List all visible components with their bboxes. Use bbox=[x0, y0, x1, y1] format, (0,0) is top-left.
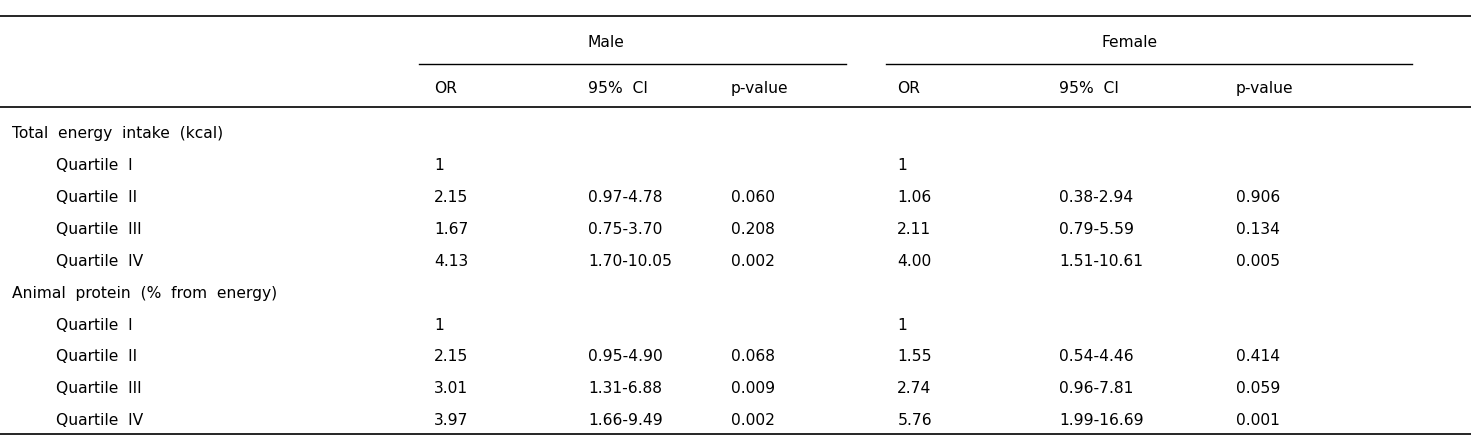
Text: 0.002: 0.002 bbox=[731, 413, 775, 428]
Text: 0.79-5.59: 0.79-5.59 bbox=[1059, 222, 1134, 237]
Text: 3.01: 3.01 bbox=[434, 381, 468, 396]
Text: 0.75-3.70: 0.75-3.70 bbox=[588, 222, 663, 237]
Text: 1.66-9.49: 1.66-9.49 bbox=[588, 413, 663, 428]
Text: OR: OR bbox=[434, 81, 457, 96]
Text: 2.74: 2.74 bbox=[897, 381, 931, 396]
Text: Quartile  II: Quartile II bbox=[56, 349, 137, 365]
Text: 0.97-4.78: 0.97-4.78 bbox=[588, 190, 663, 205]
Text: Quartile  I: Quartile I bbox=[56, 158, 132, 173]
Text: 0.414: 0.414 bbox=[1236, 349, 1280, 365]
Text: 3.97: 3.97 bbox=[434, 413, 468, 428]
Text: 0.002: 0.002 bbox=[731, 254, 775, 269]
Text: Male: Male bbox=[587, 35, 625, 50]
Text: 95%  CI: 95% CI bbox=[1059, 81, 1119, 96]
Text: 1.31-6.88: 1.31-6.88 bbox=[588, 381, 662, 396]
Text: Quartile  III: Quartile III bbox=[56, 222, 141, 237]
Text: 1.99-16.69: 1.99-16.69 bbox=[1059, 413, 1144, 428]
Text: Quartile  IV: Quartile IV bbox=[56, 254, 143, 269]
Text: 0.96-7.81: 0.96-7.81 bbox=[1059, 381, 1134, 396]
Text: 1.55: 1.55 bbox=[897, 349, 933, 365]
Text: 2.11: 2.11 bbox=[897, 222, 931, 237]
Text: p-value: p-value bbox=[731, 81, 788, 96]
Text: Quartile  III: Quartile III bbox=[56, 381, 141, 396]
Text: Total  energy  intake  (kcal): Total energy intake (kcal) bbox=[12, 126, 224, 141]
Text: p-value: p-value bbox=[1236, 81, 1293, 96]
Text: 1.67: 1.67 bbox=[434, 222, 468, 237]
Text: 0.001: 0.001 bbox=[1236, 413, 1280, 428]
Text: 0.54-4.46: 0.54-4.46 bbox=[1059, 349, 1134, 365]
Text: Quartile  I: Quartile I bbox=[56, 317, 132, 333]
Text: 0.208: 0.208 bbox=[731, 222, 775, 237]
Text: 0.060: 0.060 bbox=[731, 190, 775, 205]
Text: 0.38-2.94: 0.38-2.94 bbox=[1059, 190, 1133, 205]
Text: 1.06: 1.06 bbox=[897, 190, 931, 205]
Text: 0.134: 0.134 bbox=[1236, 222, 1280, 237]
Text: 0.95-4.90: 0.95-4.90 bbox=[588, 349, 663, 365]
Text: Female: Female bbox=[1102, 35, 1158, 50]
Text: Animal  protein  (%  from  energy): Animal protein (% from energy) bbox=[12, 285, 277, 301]
Text: 2.15: 2.15 bbox=[434, 349, 468, 365]
Text: 1: 1 bbox=[434, 158, 444, 173]
Text: 1: 1 bbox=[897, 317, 908, 333]
Text: 0.906: 0.906 bbox=[1236, 190, 1280, 205]
Text: 1.70-10.05: 1.70-10.05 bbox=[588, 254, 672, 269]
Text: OR: OR bbox=[897, 81, 921, 96]
Text: 2.15: 2.15 bbox=[434, 190, 468, 205]
Text: Quartile  IV: Quartile IV bbox=[56, 413, 143, 428]
Text: 1: 1 bbox=[897, 158, 908, 173]
Text: 1.51-10.61: 1.51-10.61 bbox=[1059, 254, 1143, 269]
Text: Quartile  II: Quartile II bbox=[56, 190, 137, 205]
Text: 0.009: 0.009 bbox=[731, 381, 775, 396]
Text: 4.13: 4.13 bbox=[434, 254, 468, 269]
Text: 1: 1 bbox=[434, 317, 444, 333]
Text: 0.068: 0.068 bbox=[731, 349, 775, 365]
Text: 95%  CI: 95% CI bbox=[588, 81, 649, 96]
Text: 0.005: 0.005 bbox=[1236, 254, 1280, 269]
Text: 5.76: 5.76 bbox=[897, 413, 933, 428]
Text: 0.059: 0.059 bbox=[1236, 381, 1280, 396]
Text: 4.00: 4.00 bbox=[897, 254, 931, 269]
